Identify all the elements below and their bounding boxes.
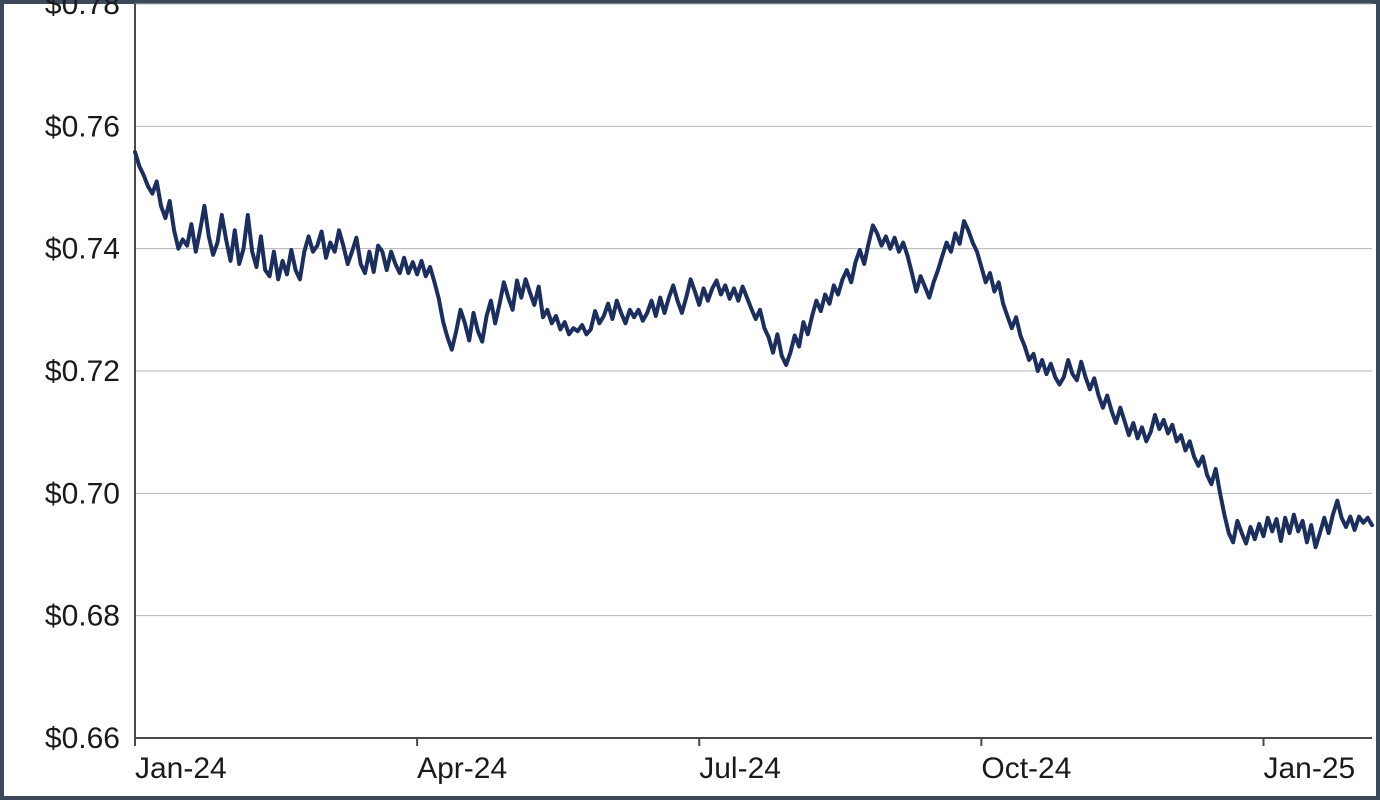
x-tick-label: Apr-24 bbox=[417, 752, 507, 785]
price-series-line bbox=[135, 152, 1372, 547]
x-tick-label: Jan-25 bbox=[1263, 752, 1355, 785]
y-tick-label: $0.66 bbox=[45, 722, 120, 755]
y-tick-label: $0.70 bbox=[45, 477, 120, 510]
chart-frame: $0.66 $0.68 $0.70 $0.72 $0.74 $0.76 $0.78 Jan-2… bbox=[0, 0, 1380, 800]
y-tick-label: $0.72 bbox=[45, 355, 120, 388]
y-tick-label: $0.74 bbox=[45, 233, 120, 266]
y-tick-label: $0.78 bbox=[45, 0, 120, 21]
y-tick-label: $0.68 bbox=[45, 600, 120, 633]
x-tick-label: Jul-24 bbox=[699, 752, 781, 785]
y-tick-label: $0.76 bbox=[45, 110, 120, 143]
x-tick-label: Jan-24 bbox=[135, 752, 227, 785]
line-chart: $0.66 $0.68 $0.70 $0.72 $0.74 $0.76 $0.78 Jan-2… bbox=[0, 0, 1380, 800]
outer-border bbox=[2, 2, 1378, 798]
x-tick-label: Oct-24 bbox=[981, 752, 1071, 785]
